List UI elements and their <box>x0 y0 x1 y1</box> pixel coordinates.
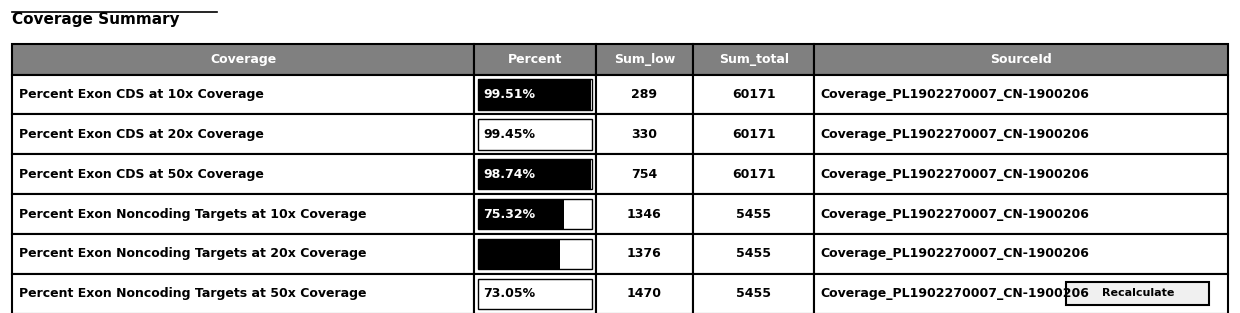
Text: 60171: 60171 <box>732 88 775 101</box>
FancyBboxPatch shape <box>474 274 595 313</box>
Text: 1346: 1346 <box>627 208 662 221</box>
FancyBboxPatch shape <box>595 44 693 75</box>
Text: Percent Exon Noncoding Targets at 50x Coverage: Percent Exon Noncoding Targets at 50x Co… <box>19 287 366 300</box>
Text: Coverage Summary: Coverage Summary <box>12 13 180 28</box>
FancyBboxPatch shape <box>477 279 562 309</box>
FancyBboxPatch shape <box>590 159 591 189</box>
Text: Percent Exon CDS at 20x Coverage: Percent Exon CDS at 20x Coverage <box>19 128 263 141</box>
FancyBboxPatch shape <box>474 234 595 274</box>
Text: 330: 330 <box>631 128 657 141</box>
FancyBboxPatch shape <box>693 234 815 274</box>
Text: Sum_total: Sum_total <box>719 53 789 66</box>
Text: 5455: 5455 <box>737 208 771 221</box>
FancyBboxPatch shape <box>595 154 693 194</box>
FancyBboxPatch shape <box>815 194 1228 234</box>
FancyBboxPatch shape <box>477 119 591 150</box>
Text: Coverage_PL1902270007_CN-1900206: Coverage_PL1902270007_CN-1900206 <box>821 287 1090 300</box>
FancyBboxPatch shape <box>12 234 474 274</box>
FancyBboxPatch shape <box>693 44 815 75</box>
FancyBboxPatch shape <box>815 274 1228 313</box>
FancyBboxPatch shape <box>595 75 693 115</box>
FancyBboxPatch shape <box>12 75 474 115</box>
FancyBboxPatch shape <box>595 194 693 234</box>
FancyBboxPatch shape <box>562 279 591 309</box>
FancyBboxPatch shape <box>12 274 474 313</box>
FancyBboxPatch shape <box>693 194 815 234</box>
Text: 60171: 60171 <box>732 168 775 181</box>
Text: 73.05%: 73.05% <box>484 287 536 300</box>
FancyBboxPatch shape <box>474 194 595 234</box>
FancyBboxPatch shape <box>595 115 693 154</box>
FancyBboxPatch shape <box>693 274 815 313</box>
FancyBboxPatch shape <box>474 75 595 115</box>
Text: 1470: 1470 <box>626 287 662 300</box>
FancyBboxPatch shape <box>815 75 1228 115</box>
FancyBboxPatch shape <box>693 154 815 194</box>
FancyBboxPatch shape <box>595 234 693 274</box>
Text: 754: 754 <box>631 168 657 181</box>
FancyBboxPatch shape <box>815 234 1228 274</box>
Text: 99.45%: 99.45% <box>484 128 536 141</box>
Text: Coverage_PL1902270007_CN-1900206: Coverage_PL1902270007_CN-1900206 <box>821 208 1090 221</box>
Text: Sum_low: Sum_low <box>614 53 675 66</box>
FancyBboxPatch shape <box>693 75 815 115</box>
FancyBboxPatch shape <box>1066 281 1209 305</box>
Text: Percent Exon Noncoding Targets at 10x Coverage: Percent Exon Noncoding Targets at 10x Co… <box>19 208 366 221</box>
Text: 289: 289 <box>631 88 657 101</box>
Text: 98.74%: 98.74% <box>484 168 536 181</box>
Text: Percent Exon CDS at 50x Coverage: Percent Exon CDS at 50x Coverage <box>19 168 263 181</box>
Text: 1376: 1376 <box>627 247 662 260</box>
FancyBboxPatch shape <box>474 44 595 75</box>
FancyBboxPatch shape <box>12 194 474 234</box>
FancyBboxPatch shape <box>12 154 474 194</box>
Text: Coverage: Coverage <box>210 53 277 66</box>
FancyBboxPatch shape <box>815 44 1228 75</box>
FancyBboxPatch shape <box>474 115 595 154</box>
FancyBboxPatch shape <box>12 115 474 154</box>
Text: Coverage_PL1902270007_CN-1900206: Coverage_PL1902270007_CN-1900206 <box>821 168 1090 181</box>
Text: 75.32%: 75.32% <box>484 208 536 221</box>
FancyBboxPatch shape <box>815 154 1228 194</box>
FancyBboxPatch shape <box>693 115 815 154</box>
Text: 5455: 5455 <box>737 247 771 260</box>
FancyBboxPatch shape <box>564 199 591 229</box>
Text: SourceId: SourceId <box>991 53 1052 66</box>
Text: Percent: Percent <box>507 53 562 66</box>
Text: 99.51%: 99.51% <box>484 88 536 101</box>
Text: Coverage_PL1902270007_CN-1900206: Coverage_PL1902270007_CN-1900206 <box>821 247 1090 260</box>
FancyBboxPatch shape <box>474 154 595 194</box>
FancyBboxPatch shape <box>477 159 590 189</box>
FancyBboxPatch shape <box>12 44 474 75</box>
Text: Percent Exon CDS at 10x Coverage: Percent Exon CDS at 10x Coverage <box>19 88 263 101</box>
FancyBboxPatch shape <box>560 239 591 269</box>
Text: Coverage_PL1902270007_CN-1900206: Coverage_PL1902270007_CN-1900206 <box>821 88 1090 101</box>
FancyBboxPatch shape <box>815 115 1228 154</box>
Text: Coverage_PL1902270007_CN-1900206: Coverage_PL1902270007_CN-1900206 <box>821 128 1090 141</box>
FancyBboxPatch shape <box>477 239 560 269</box>
FancyBboxPatch shape <box>595 274 693 313</box>
Text: Recalculate: Recalculate <box>1101 288 1174 298</box>
Text: 60171: 60171 <box>732 128 775 141</box>
FancyBboxPatch shape <box>477 80 591 110</box>
FancyBboxPatch shape <box>477 199 564 229</box>
Text: 5455: 5455 <box>737 287 771 300</box>
Text: Percent Exon Noncoding Targets at 20x Coverage: Percent Exon Noncoding Targets at 20x Co… <box>19 247 366 260</box>
